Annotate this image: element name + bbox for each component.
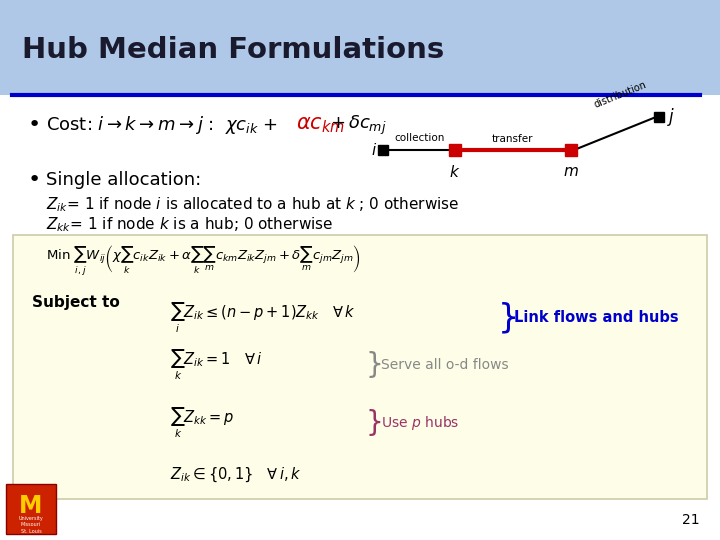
Text: $\sum_k Z_{kk} = p$: $\sum_k Z_{kk} = p$: [170, 406, 234, 440]
Text: 21: 21: [683, 513, 700, 527]
Text: M: M: [19, 494, 42, 518]
Text: $\}$: $\}$: [497, 300, 516, 335]
Text: $Z_{kk}$= 1 if node $k$ is a hub; 0 otherwise: $Z_{kk}$= 1 if node $k$ is a hub; 0 othe…: [46, 215, 333, 234]
FancyBboxPatch shape: [13, 235, 707, 499]
Text: Cost: $i \rightarrow k \rightarrow m \rightarrow j$ :  $\chi c_{ik}$ +: Cost: $i \rightarrow k \rightarrow m \ri…: [46, 114, 280, 136]
Bar: [0, 0, 720, 95]
Text: $i$: $i$: [371, 142, 377, 158]
Text: transfer: transfer: [491, 134, 533, 144]
Text: Link flows and hubs: Link flows and hubs: [514, 310, 679, 326]
Text: •: •: [28, 170, 41, 190]
Text: $j$: $j$: [667, 106, 675, 128]
Text: collection: collection: [395, 133, 445, 143]
Text: $Z_{ik}$= 1 if node $i$ is allocated to a hub at $k$ ; 0 otherwise: $Z_{ik}$= 1 if node $i$ is allocated to …: [46, 195, 459, 214]
Text: Hub Median Formulations: Hub Median Formulations: [22, 36, 444, 64]
Text: $\}$: $\}$: [365, 349, 382, 381]
Text: $+ \, \delta c_{mj}$: $+ \, \delta c_{mj}$: [330, 113, 387, 137]
Text: Subject to: Subject to: [32, 295, 120, 310]
Text: $\sum_k Z_{ik} = 1 \quad \forall \, i$: $\sum_k Z_{ik} = 1 \quad \forall \, i$: [170, 348, 263, 382]
Text: Single allocation:: Single allocation:: [46, 171, 202, 189]
Text: $\alpha c_{km}$: $\alpha c_{km}$: [296, 115, 345, 135]
Text: $m$: $m$: [563, 164, 579, 179]
Bar: [6, 484, 56, 534]
Text: distribution: distribution: [593, 80, 648, 110]
Text: $Z_{ik} \in \{0,1\} \quad \forall \, i, k$: $Z_{ik} \in \{0,1\} \quad \forall \, i, …: [170, 466, 302, 484]
Text: $\sum_i Z_{ik} \leq (n - p + 1) Z_{kk} \quad \forall \, k$: $\sum_i Z_{ik} \leq (n - p + 1) Z_{kk} \…: [170, 301, 356, 335]
Text: $\}$: $\}$: [365, 408, 382, 438]
Text: •: •: [28, 115, 41, 135]
Text: Use $p$ hubs: Use $p$ hubs: [381, 414, 459, 432]
Text: University
Missouri
St. Louis: University Missouri St. Louis: [19, 516, 43, 534]
Text: Serve all o-d flows: Serve all o-d flows: [381, 358, 508, 372]
Text: $k$: $k$: [449, 164, 461, 180]
Text: Min $\sum_{i,j} W_{ij} \left( \chi \sum_k c_{ik} Z_{ik} + \alpha \sum_k \sum_m c: Min $\sum_{i,j} W_{ij} \left( \chi \sum_…: [46, 243, 361, 277]
Bar: [0, 95, 720, 540]
